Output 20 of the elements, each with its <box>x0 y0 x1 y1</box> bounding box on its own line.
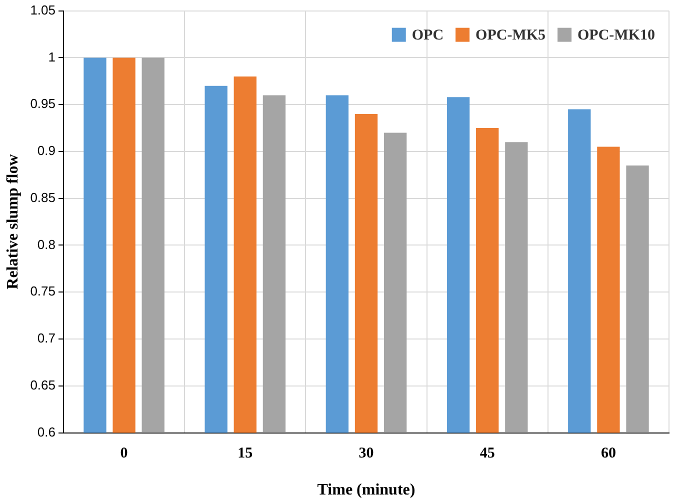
x-tick-label: 45 <box>480 446 495 462</box>
x-tick-label: 0 <box>120 446 128 462</box>
x-axis-title: Time (minute) <box>317 482 416 499</box>
x-tick-label: 60 <box>600 446 616 462</box>
y-tick-label: 1.05 <box>30 2 56 18</box>
y-tick-label: 0.95 <box>30 96 56 112</box>
y-tick-label: 0.65 <box>30 377 56 392</box>
y-tick-label: 0.85 <box>30 190 56 205</box>
legend-label: OPC-MK10 <box>578 28 655 44</box>
y-tick-label: 1 <box>48 49 56 64</box>
y-tick-label: 0.7 <box>37 330 56 346</box>
legend-label: OPC-MK5 <box>476 28 546 44</box>
x-tick-label: 30 <box>358 446 374 462</box>
legend-label: OPC <box>412 28 444 44</box>
y-tick-label: 0.8 <box>37 236 56 252</box>
x-tick-label: 15 <box>238 446 253 462</box>
y-tick-label: 0.75 <box>30 284 56 299</box>
y-tick-label: 0.9 <box>37 143 56 158</box>
y-axis-title: Relative slump flow <box>4 154 22 290</box>
y-tick-label: 0.6 <box>37 424 56 440</box>
